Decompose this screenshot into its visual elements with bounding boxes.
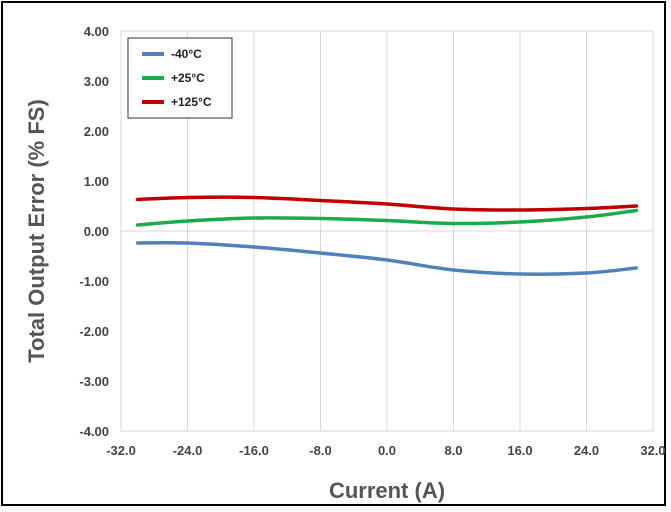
series-line-0 bbox=[135, 240, 639, 276]
y-tick-label: 2.00 bbox=[84, 124, 109, 139]
y-axis-title: Total Output Error (% FS) bbox=[24, 99, 49, 363]
x-tick-label: -16.0 bbox=[239, 443, 269, 458]
series-line-1 bbox=[135, 208, 639, 227]
y-tick-label: -3.00 bbox=[79, 374, 109, 389]
legend-label: +25°C bbox=[171, 71, 205, 85]
x-tick-label: 16.0 bbox=[507, 443, 532, 458]
y-tick-label: 0.00 bbox=[84, 224, 109, 239]
series-line-2 bbox=[135, 195, 639, 212]
x-tick-label: 24.0 bbox=[574, 443, 599, 458]
y-tick-labels: 4.00 3.00 2.00 1.00 0.00 -1.00 -2.00 -3.00 -4.00 bbox=[79, 24, 109, 439]
x-axis-title: Current (A) bbox=[329, 478, 445, 503]
y-tick-label: -1.00 bbox=[79, 274, 109, 289]
x-tick-labels: -32.0 -24.0 -16.0 -8.0 0.0 8.0 16.0 24.0 32.0 bbox=[106, 443, 665, 458]
x-tick-label: 32.0 bbox=[640, 443, 665, 458]
x-tick-label: -8.0 bbox=[309, 443, 331, 458]
y-tick-label: -2.00 bbox=[79, 324, 109, 339]
legend-label: +125°C bbox=[171, 95, 212, 109]
x-tick-label: -32.0 bbox=[106, 443, 136, 458]
series-layer bbox=[135, 195, 639, 276]
legend: -40°C +25°C +125°C bbox=[127, 37, 233, 119]
y-tick-label: 3.00 bbox=[84, 74, 109, 89]
x-tick-label: 0.0 bbox=[378, 443, 396, 458]
y-tick-label: -4.00 bbox=[79, 424, 109, 439]
y-tick-label: 1.00 bbox=[84, 174, 109, 189]
y-tick-label: 4.00 bbox=[84, 24, 109, 39]
x-tick-label: -24.0 bbox=[173, 443, 203, 458]
x-tick-label: 8.0 bbox=[444, 443, 462, 458]
legend-label: -40°C bbox=[171, 47, 202, 61]
